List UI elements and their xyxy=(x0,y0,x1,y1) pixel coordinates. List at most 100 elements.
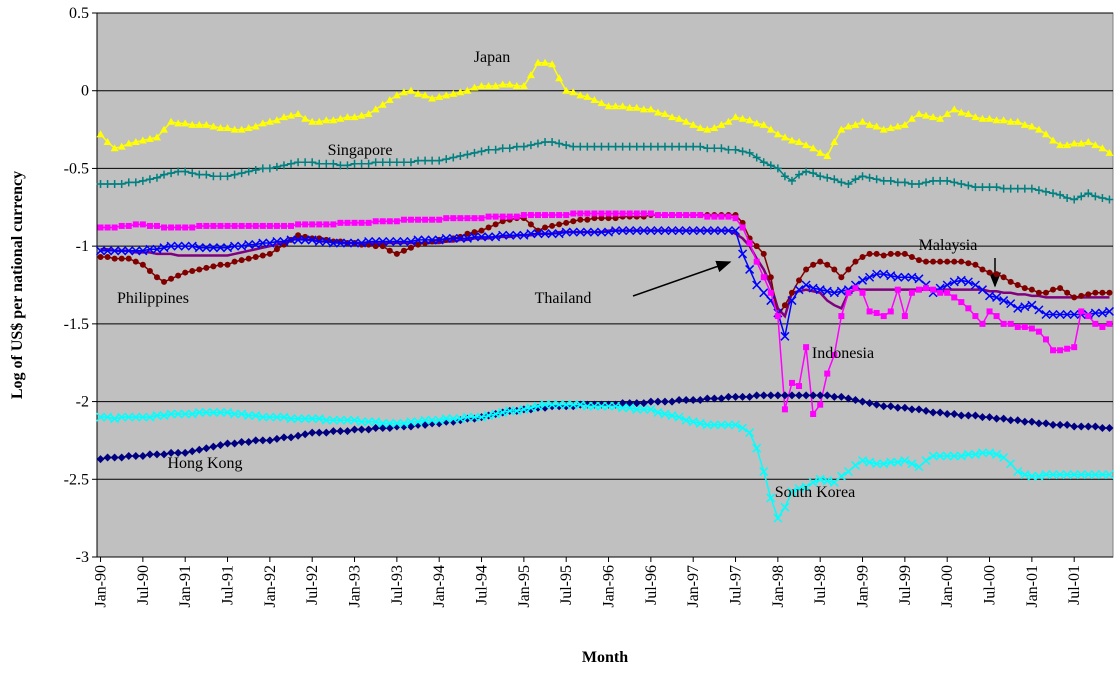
marker xyxy=(259,222,266,229)
marker xyxy=(138,412,148,422)
marker xyxy=(951,258,958,265)
marker xyxy=(287,111,296,119)
marker xyxy=(753,243,760,250)
marker xyxy=(399,158,408,167)
marker xyxy=(159,243,169,253)
marker xyxy=(879,402,888,411)
marker xyxy=(809,144,818,152)
marker xyxy=(223,124,232,132)
marker xyxy=(357,417,367,427)
marker xyxy=(661,212,668,219)
marker xyxy=(944,289,951,296)
marker xyxy=(138,246,148,256)
marker xyxy=(993,313,1000,320)
marker xyxy=(145,412,155,422)
marker xyxy=(1091,422,1100,431)
marker xyxy=(830,138,839,146)
marker xyxy=(406,158,415,167)
marker xyxy=(471,215,478,222)
marker xyxy=(175,224,182,231)
marker xyxy=(838,274,845,281)
marker xyxy=(173,241,183,251)
series xyxy=(96,391,1114,464)
marker xyxy=(533,139,542,148)
marker xyxy=(152,173,161,182)
marker xyxy=(653,397,662,406)
marker xyxy=(1034,125,1043,133)
marker xyxy=(265,164,274,173)
marker xyxy=(358,219,365,226)
marker xyxy=(464,230,471,237)
marker xyxy=(937,289,944,296)
marker xyxy=(378,236,388,247)
marker xyxy=(1013,466,1023,477)
marker xyxy=(865,457,875,467)
marker xyxy=(675,114,684,122)
marker xyxy=(173,409,183,419)
marker xyxy=(1078,308,1085,315)
marker xyxy=(1099,289,1106,296)
marker xyxy=(562,141,571,150)
marker xyxy=(831,351,838,358)
marker xyxy=(681,415,691,425)
marker xyxy=(695,226,705,236)
marker xyxy=(95,246,106,256)
marker xyxy=(880,252,887,259)
marker xyxy=(189,268,196,275)
marker xyxy=(950,105,959,113)
marker xyxy=(1034,305,1044,315)
marker xyxy=(886,457,896,467)
marker xyxy=(542,224,549,231)
marker xyxy=(752,391,761,400)
marker xyxy=(429,216,436,223)
marker xyxy=(964,181,973,190)
marker xyxy=(583,92,592,100)
marker xyxy=(767,274,774,281)
marker xyxy=(901,313,908,320)
marker xyxy=(251,411,261,421)
marker xyxy=(970,280,980,290)
marker xyxy=(963,449,973,459)
marker xyxy=(146,222,153,229)
marker xyxy=(632,103,641,111)
marker xyxy=(202,170,211,179)
marker xyxy=(1048,470,1058,480)
marker xyxy=(1069,470,1079,480)
marker xyxy=(251,436,260,445)
marker xyxy=(795,170,804,179)
marker xyxy=(96,130,105,138)
marker xyxy=(498,230,508,240)
marker xyxy=(796,383,803,390)
marker xyxy=(124,451,133,460)
marker xyxy=(1092,320,1099,327)
marker xyxy=(1084,422,1093,431)
marker xyxy=(138,176,147,185)
marker xyxy=(414,89,423,97)
marker xyxy=(914,405,923,414)
marker xyxy=(915,286,922,293)
marker xyxy=(407,216,414,223)
series-label: Malaysia xyxy=(919,237,978,254)
marker xyxy=(1000,274,1007,281)
marker xyxy=(801,280,811,290)
marker xyxy=(554,229,564,239)
marker xyxy=(669,212,676,219)
marker xyxy=(787,391,796,400)
marker xyxy=(315,159,324,168)
marker xyxy=(357,111,366,119)
marker xyxy=(160,170,169,179)
marker xyxy=(1097,470,1107,480)
marker xyxy=(949,277,959,287)
marker xyxy=(576,91,585,99)
marker xyxy=(1006,459,1016,469)
marker xyxy=(1091,192,1100,201)
marker xyxy=(139,221,146,228)
marker xyxy=(252,254,259,261)
marker xyxy=(104,254,111,261)
marker xyxy=(506,213,513,220)
marker xyxy=(653,142,662,151)
marker xyxy=(688,417,698,427)
marker xyxy=(161,224,168,231)
marker xyxy=(746,240,753,247)
marker xyxy=(302,221,309,228)
